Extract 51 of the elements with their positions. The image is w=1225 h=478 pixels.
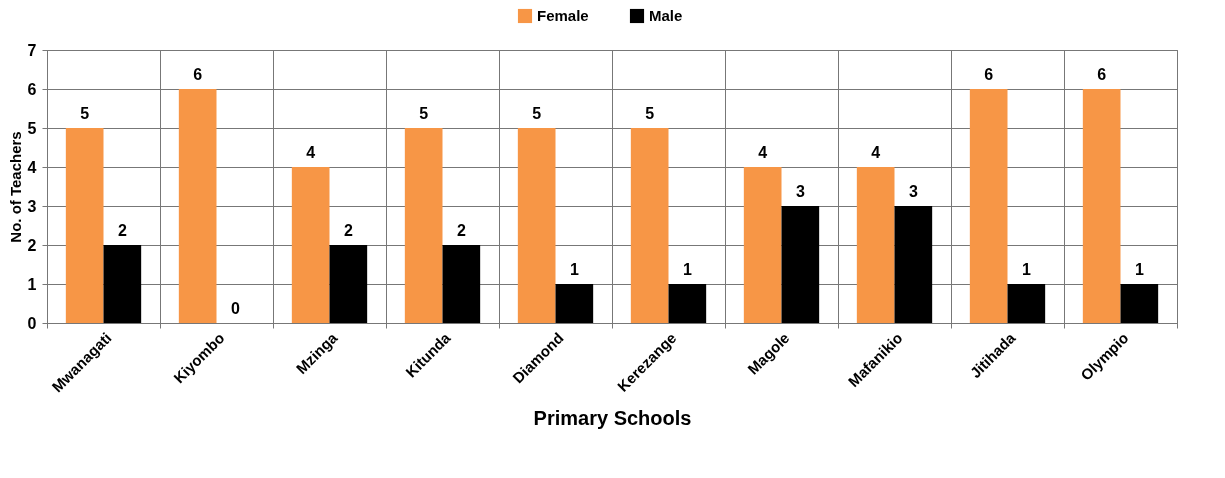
data-label: 0 <box>230 300 240 317</box>
data-label: 6 <box>193 66 203 83</box>
data-label: 1 <box>569 261 579 278</box>
data-label: 5 <box>80 105 90 122</box>
bar <box>630 128 669 323</box>
bar <box>517 128 556 323</box>
data-label: 1 <box>682 261 692 278</box>
y-tick-label: 7 <box>27 41 37 59</box>
bar <box>743 167 782 323</box>
y-tick-label: 4 <box>27 158 37 176</box>
data-label: 6 <box>984 66 994 83</box>
bar <box>1120 284 1159 323</box>
data-label: 5 <box>419 105 429 122</box>
bar <box>856 167 895 323</box>
bar <box>442 245 481 323</box>
y-tick-label: 6 <box>27 80 37 98</box>
bar <box>969 89 1008 323</box>
data-label: 2 <box>456 222 466 239</box>
data-label: 1 <box>1134 261 1144 278</box>
data-label: 5 <box>645 105 655 122</box>
y-tick-label: 2 <box>27 236 37 254</box>
legend-label: Female <box>537 7 589 24</box>
y-tick-label: 1 <box>27 275 37 293</box>
x-axis-title: Primary Schools <box>533 407 692 430</box>
bar <box>555 284 594 323</box>
data-label: 2 <box>343 222 353 239</box>
data-label: 3 <box>908 183 918 200</box>
data-label: 6 <box>1097 66 1107 83</box>
y-axis-title: No. of Teachers <box>6 131 24 243</box>
bar <box>65 128 104 323</box>
bar <box>404 128 443 323</box>
bar <box>291 167 330 323</box>
legend-label: Male <box>649 7 683 24</box>
data-label: 4 <box>871 144 881 161</box>
data-label: 2 <box>117 222 127 239</box>
bar <box>103 245 142 323</box>
y-tick-label: 3 <box>27 197 37 215</box>
bar <box>781 206 820 323</box>
bar <box>1007 284 1046 323</box>
bar <box>178 89 217 323</box>
bar <box>894 206 933 323</box>
data-label: 5 <box>532 105 542 122</box>
bar <box>1082 89 1121 323</box>
data-label: 1 <box>1021 261 1031 278</box>
y-tick-label: 0 <box>27 314 37 332</box>
bar <box>668 284 707 323</box>
data-label: 4 <box>758 144 768 161</box>
bar <box>329 245 368 323</box>
data-label: 4 <box>306 144 316 161</box>
data-label: 3 <box>795 183 805 200</box>
y-tick-label: 5 <box>27 119 37 137</box>
